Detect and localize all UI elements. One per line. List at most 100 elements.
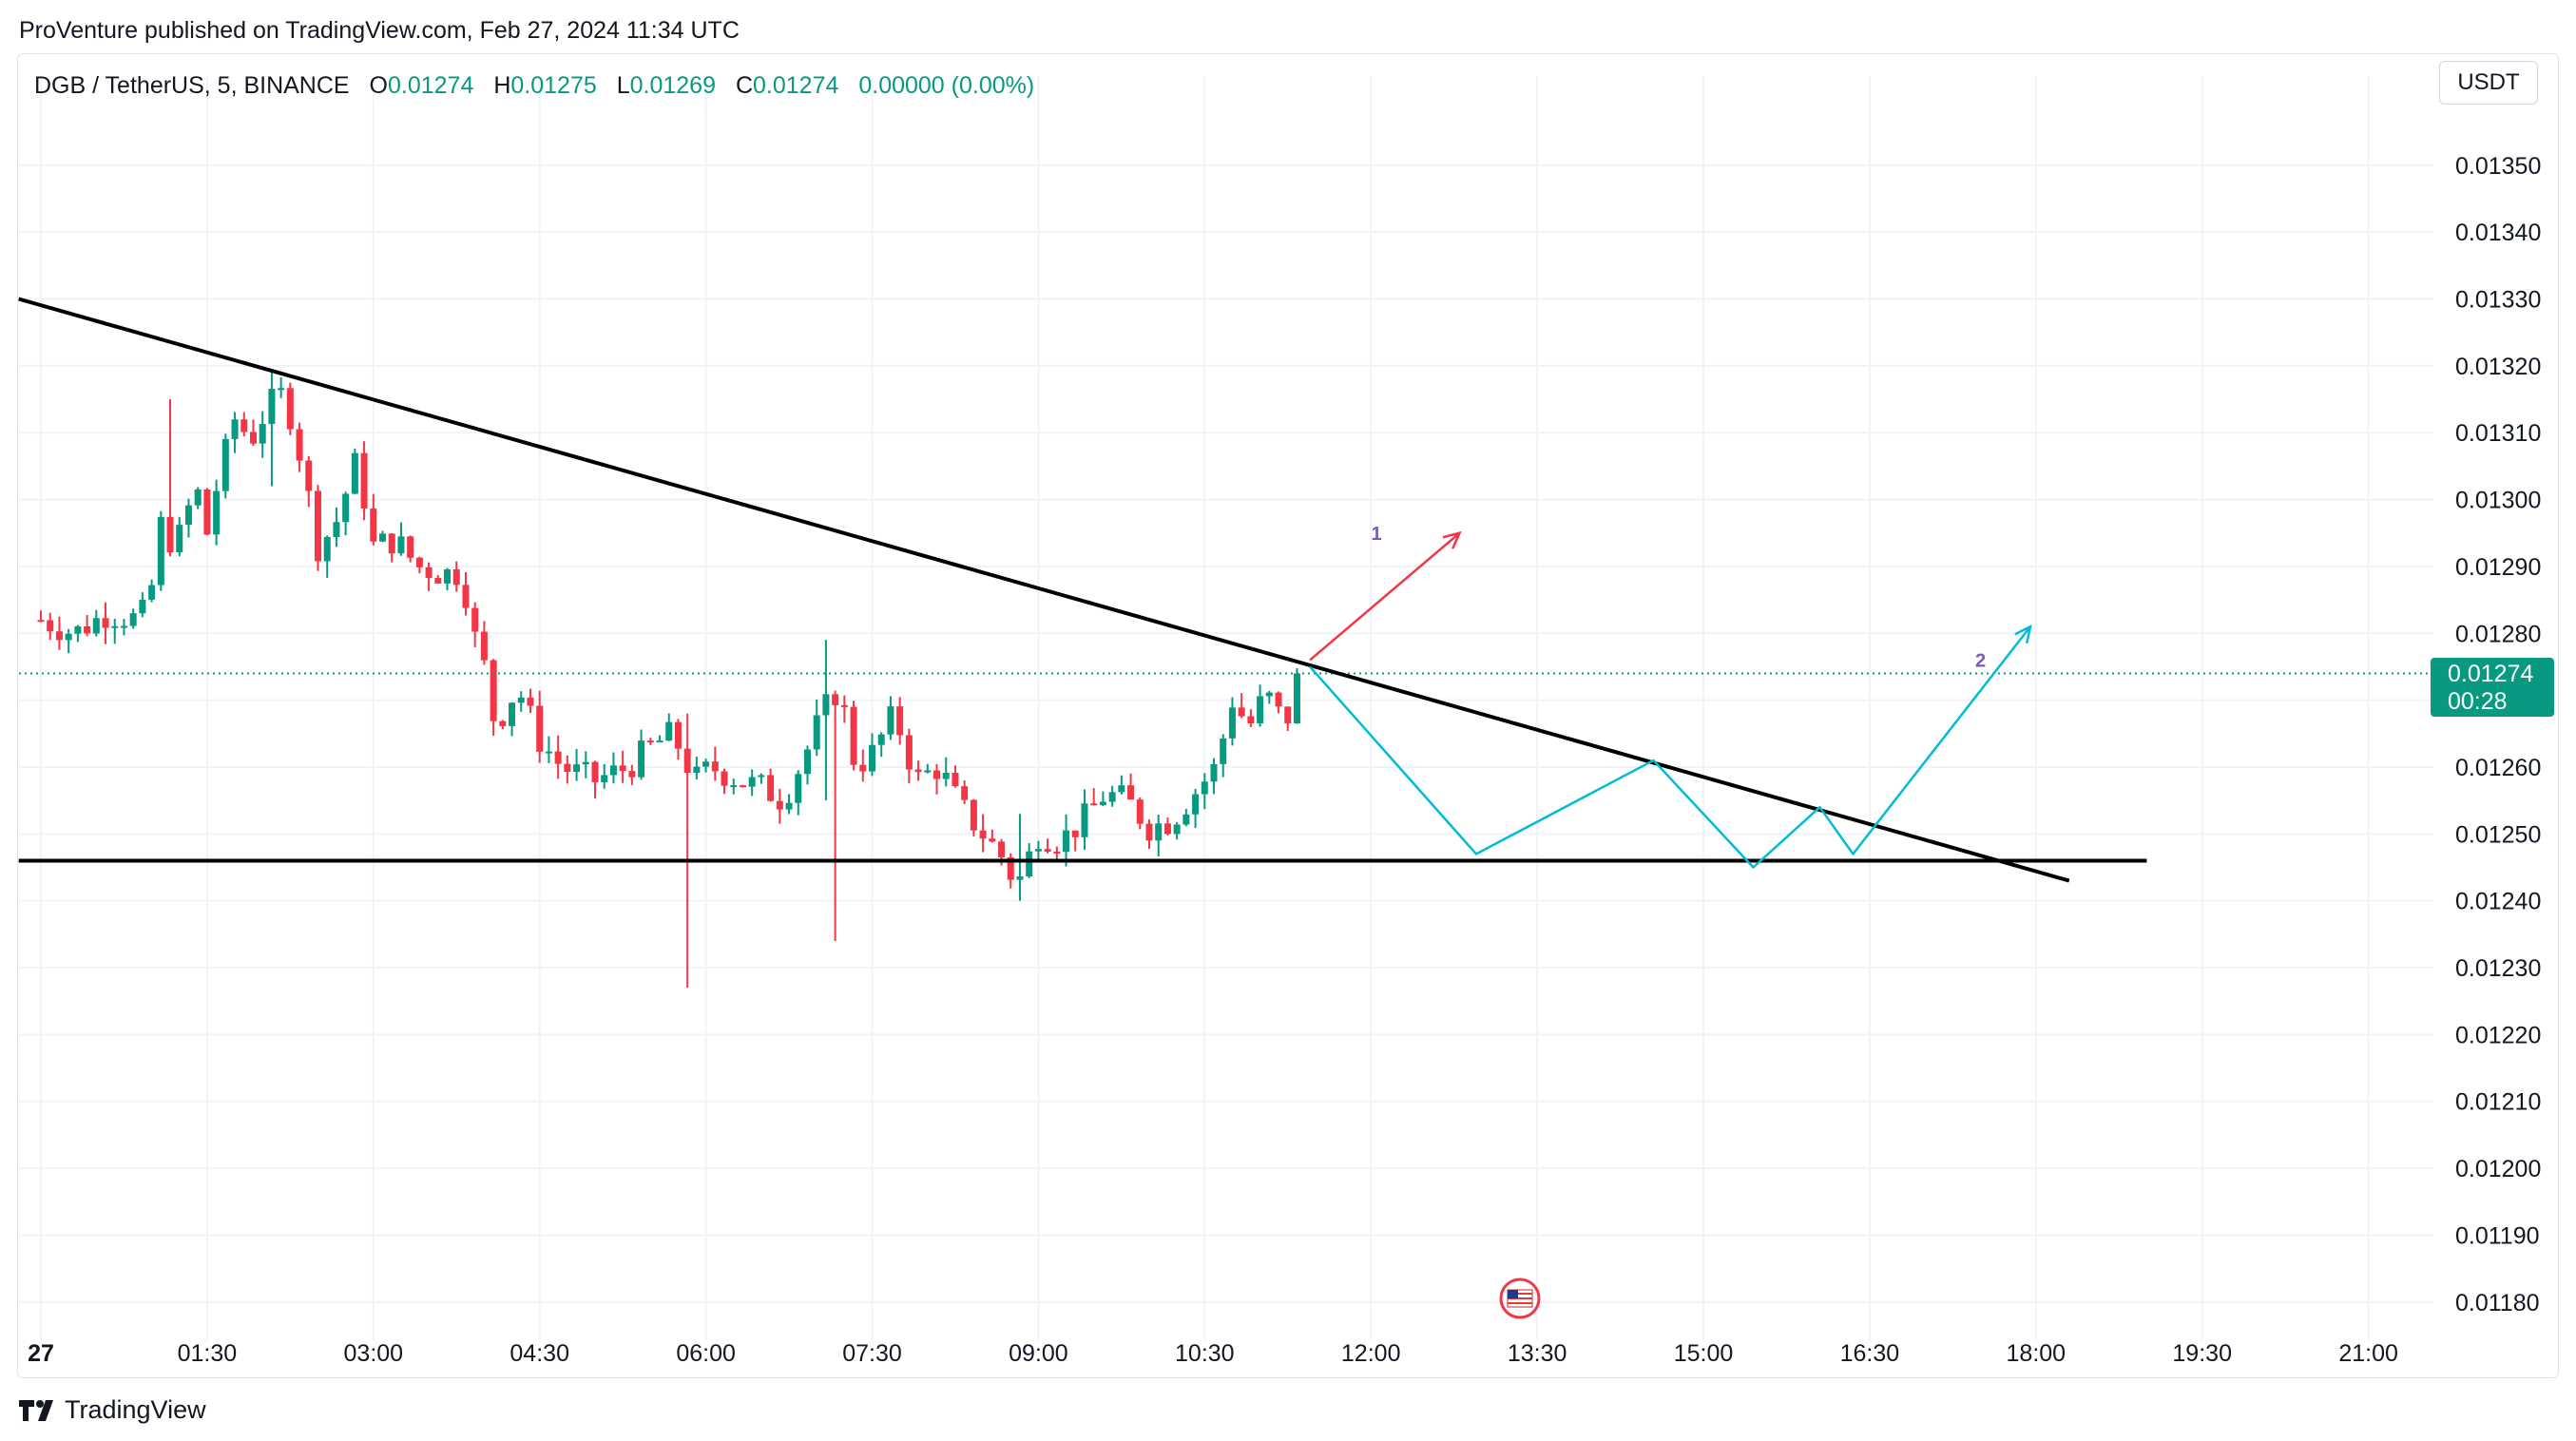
candle-body: [840, 704, 848, 707]
candle-body: [157, 516, 164, 586]
candle-body: [129, 613, 137, 626]
candle-body: [638, 740, 645, 778]
candle-body: [1044, 849, 1051, 852]
candle-body: [231, 419, 239, 439]
flag-canton: [1508, 1290, 1518, 1298]
candle-body: [914, 769, 922, 773]
candle-body: [397, 536, 405, 554]
candle-body: [296, 429, 303, 461]
candle-body: [1265, 692, 1273, 697]
price-tick-label: 0.01200: [2455, 1156, 2541, 1182]
candle-body: [961, 786, 969, 800]
bar-countdown: 00:28: [2448, 688, 2508, 715]
candle-body: [1238, 707, 1245, 717]
candle-body: [425, 567, 433, 578]
candle-body: [656, 740, 663, 743]
open-label: O: [369, 72, 388, 99]
candle-body: [536, 705, 544, 752]
low-label: L: [616, 72, 630, 99]
candle-body: [619, 765, 626, 772]
arrow-2-head: [2014, 624, 2032, 644]
candle-body: [693, 766, 701, 774]
candle-body: [832, 694, 839, 705]
arrow-1-head: [1442, 530, 1462, 549]
candle-body: [323, 536, 331, 562]
candle-body: [1034, 849, 1042, 852]
time-tick-label: 18:00: [2007, 1340, 2067, 1367]
time-tick-label: 09:00: [1009, 1340, 1068, 1367]
candle-body: [573, 764, 581, 772]
candle-body: [37, 620, 45, 623]
price-tick-label: 0.01250: [2455, 821, 2541, 848]
candle-body: [278, 388, 285, 391]
candle-body: [1016, 876, 1024, 880]
candle-body: [582, 761, 589, 765]
candle-body: [1257, 696, 1264, 723]
candle-body: [545, 751, 552, 754]
price-tick-label: 0.01290: [2455, 554, 2541, 581]
candle-body: [1155, 823, 1163, 841]
candle-body: [351, 452, 358, 494]
last-price-tag: 0.01274 00:28: [2431, 658, 2554, 717]
candle-body: [74, 625, 82, 634]
candles: [37, 372, 1300, 989]
candle-body: [803, 749, 811, 775]
resistance-trendline[interactable]: [18, 297, 2070, 883]
candle-body: [102, 618, 109, 628]
candle-body: [166, 516, 174, 553]
candle-body: [509, 702, 516, 726]
time-tick-label: 12:00: [1341, 1340, 1401, 1367]
price-tick-label: 0.01300: [2455, 488, 2541, 514]
price-tick-label: 0.01180: [2455, 1290, 2540, 1316]
candle-body: [877, 734, 885, 745]
candle-body: [813, 715, 820, 750]
candle-body: [896, 706, 904, 736]
candle-body: [942, 773, 950, 779]
drawings: 12: [18, 297, 2433, 883]
time-tick-label: 16:30: [1840, 1340, 1900, 1367]
time-tick-label: 21:00: [2338, 1340, 2398, 1367]
projection-arrow-1[interactable]: [1309, 531, 1461, 662]
candle-body: [748, 777, 756, 787]
candle-body: [184, 505, 192, 526]
candle-body: [628, 771, 636, 778]
price-tick-label: 0.01240: [2455, 889, 2541, 915]
candle-body: [1090, 803, 1098, 806]
events: [1499, 1278, 1541, 1319]
candle-body: [462, 585, 470, 608]
symbol-name[interactable]: DGB / TetherUS, 5, BINANCE: [34, 72, 350, 99]
close-value: 0.01274: [753, 72, 839, 99]
candle-body: [683, 748, 691, 774]
symbol-legend: DGB / TetherUS, 5, BINANCE O0.01274 H0.0…: [34, 72, 1034, 100]
candle-body: [933, 770, 941, 779]
tradingview-logo[interactable]: TradingView: [19, 1395, 206, 1425]
time-tick-label: 03:00: [344, 1340, 404, 1367]
candle-body: [924, 770, 932, 773]
price-tick-label: 0.01330: [2455, 287, 2541, 314]
currency-button[interactable]: USDT: [2439, 61, 2538, 105]
candle-body: [249, 432, 257, 444]
candle-body: [1275, 692, 1282, 707]
candle-body: [1228, 707, 1236, 739]
candle-body: [869, 744, 875, 772]
candle-body: [702, 761, 710, 767]
candle-body: [989, 838, 996, 842]
candle-body: [1081, 803, 1088, 837]
candle-body: [360, 452, 368, 509]
brand-name: TradingView: [65, 1395, 206, 1424]
candle-body: [665, 721, 673, 741]
candle-body: [970, 799, 977, 831]
candle-body: [370, 508, 377, 542]
candle-body: [1053, 851, 1061, 854]
projection-path-2[interactable]: [1309, 625, 2031, 869]
candle-body: [379, 533, 387, 542]
time-tick-label: 10:30: [1175, 1340, 1235, 1367]
candle-body: [721, 771, 728, 786]
close-label: C: [735, 72, 754, 99]
publish-header: ProVenture published on TradingView.com,…: [19, 17, 740, 44]
time-tick-label: 15:00: [1674, 1340, 1734, 1367]
candle-body: [1099, 801, 1106, 805]
price-tick-label: 0.01310: [2455, 420, 2541, 447]
candle-body: [1118, 785, 1125, 793]
